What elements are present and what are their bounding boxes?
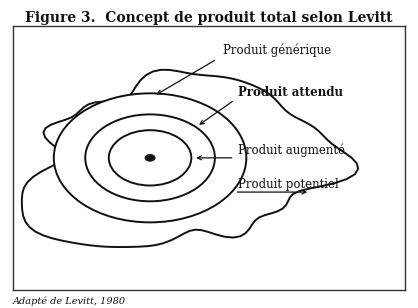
Text: Produit attendu: Produit attendu xyxy=(238,86,344,99)
Text: Produit augmenté: Produit augmenté xyxy=(238,143,345,156)
Circle shape xyxy=(109,130,191,185)
Text: Adapté de Levitt, 1980: Adapté de Levitt, 1980 xyxy=(13,297,126,306)
Text: Figure 3.  Concept de produit total selon Levitt: Figure 3. Concept de produit total selon… xyxy=(25,11,393,25)
Text: Produit générique: Produit générique xyxy=(223,44,331,57)
Circle shape xyxy=(85,114,215,201)
Text: Produit potentiel: Produit potentiel xyxy=(238,178,339,191)
Polygon shape xyxy=(22,70,358,247)
Circle shape xyxy=(145,154,155,161)
Circle shape xyxy=(54,93,246,222)
